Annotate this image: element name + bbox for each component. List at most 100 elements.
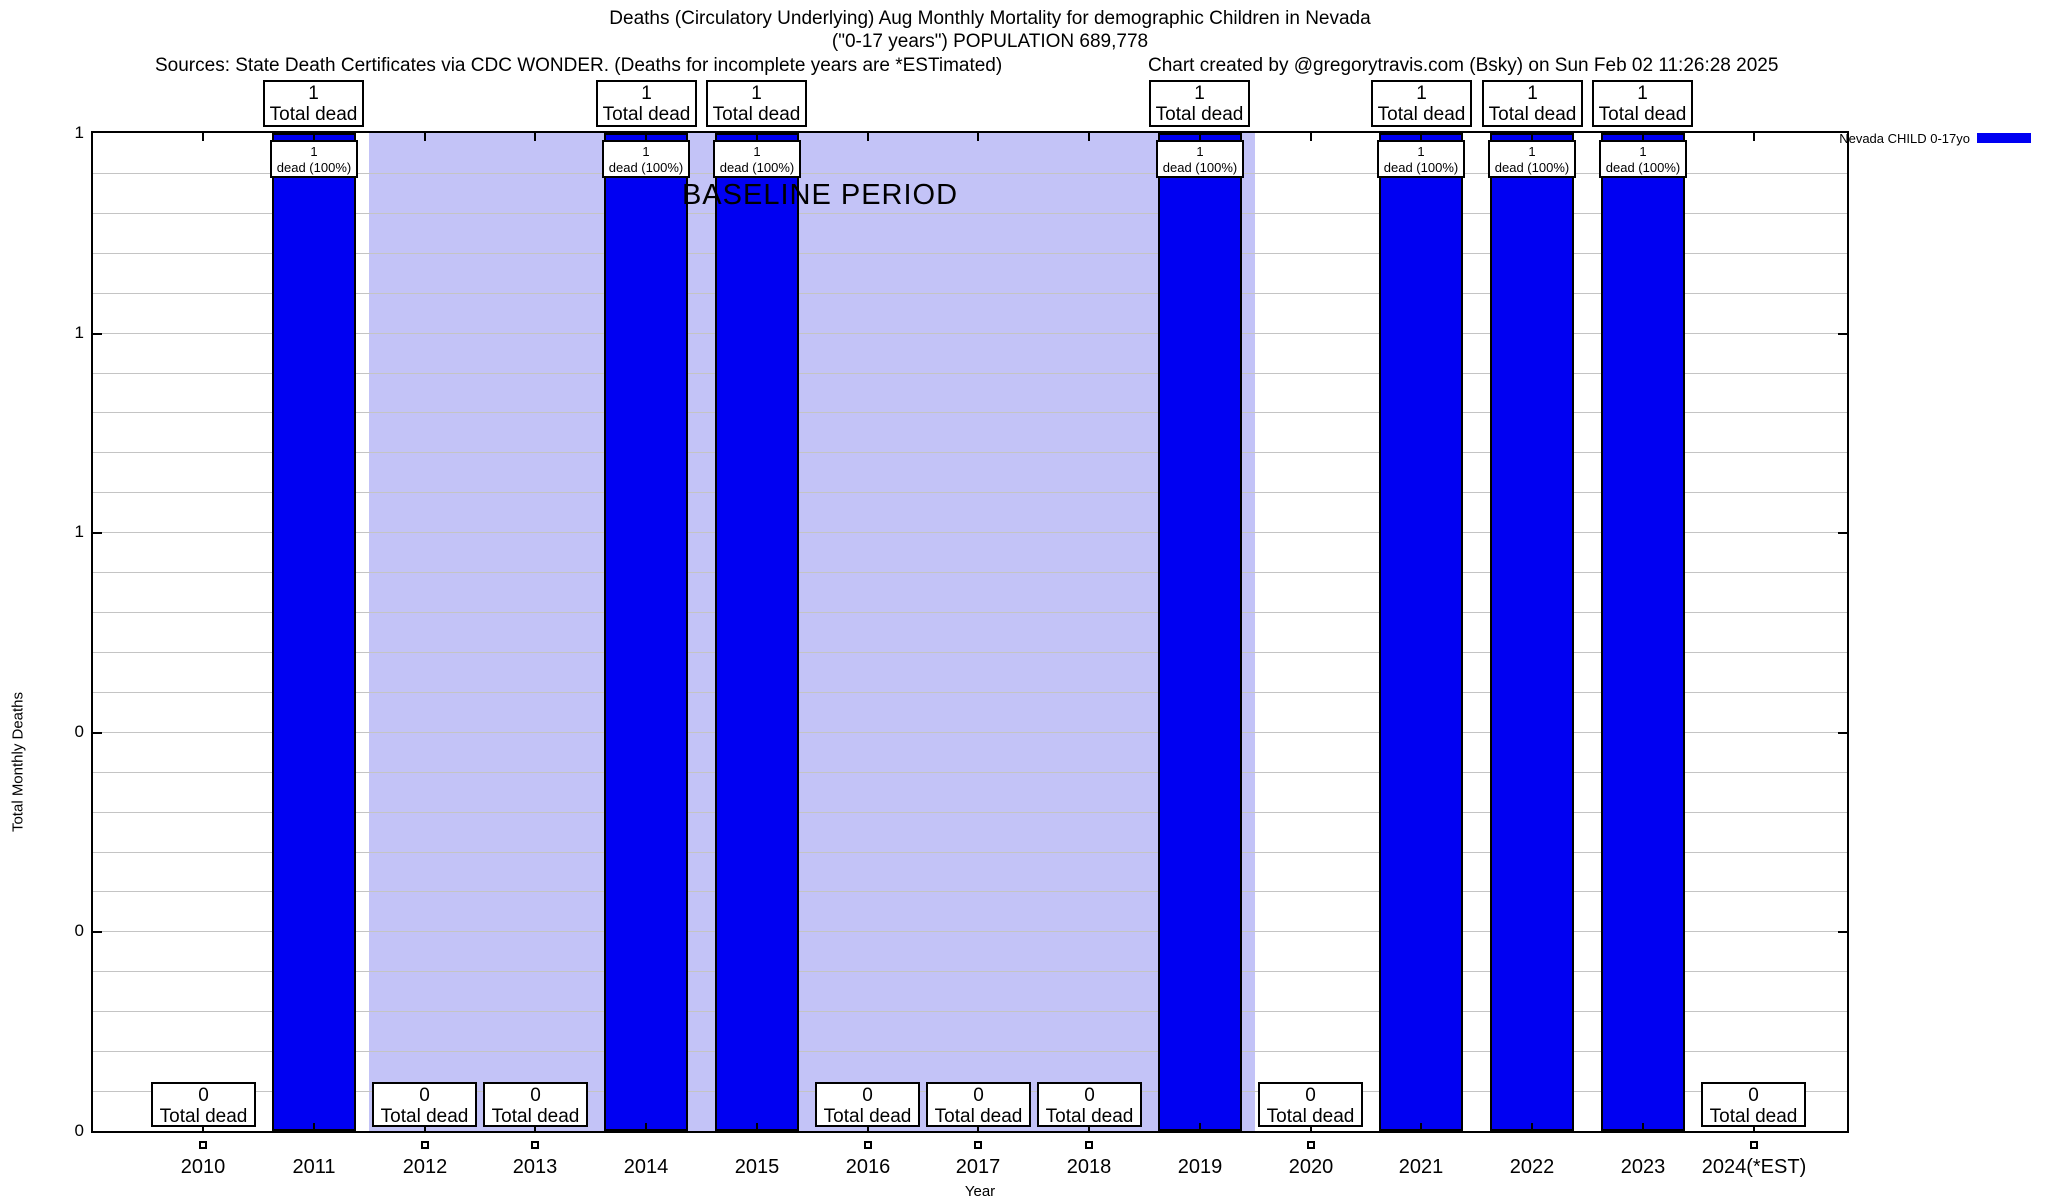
total-dead-callout-2022-count: 1 bbox=[1527, 83, 1538, 104]
total-dead-callout-2020-count: 0 bbox=[1305, 1085, 1316, 1106]
zero-marker-2010 bbox=[199, 1141, 207, 1149]
x-tick-label-2023: 2023 bbox=[1620, 1156, 1666, 1178]
total-dead-callout-2018-count: 0 bbox=[1084, 1085, 1095, 1106]
y-tick-label: 0 bbox=[74, 1121, 84, 1140]
bar-value-label-2021-text: dead (100%) bbox=[1383, 160, 1459, 175]
y-tick-label: 1 bbox=[74, 323, 84, 342]
x-tick bbox=[645, 1123, 647, 1131]
x-tick-label-2019: 2019 bbox=[1177, 1156, 1223, 1178]
bar-value-label-2022: 1 dead (100%) bbox=[1488, 140, 1576, 178]
x-tick bbox=[534, 133, 536, 141]
x-tick bbox=[1642, 133, 1644, 141]
gridline bbox=[93, 772, 1847, 773]
gridline bbox=[93, 373, 1847, 374]
x-tick bbox=[867, 133, 869, 141]
bar-2022 bbox=[1490, 133, 1574, 1131]
leader-2013 bbox=[534, 1127, 536, 1132]
total-dead-callout-2016: 0 Total dead bbox=[815, 1082, 920, 1127]
total-dead-callout-2019-text: Total dead bbox=[1155, 104, 1244, 125]
total-dead-callout-2018-text: Total dead bbox=[1045, 1106, 1134, 1127]
total-dead-callout-2012-count: 0 bbox=[419, 1085, 430, 1106]
x-tick-label-2022: 2022 bbox=[1509, 1156, 1555, 1178]
total-dead-callout-2010-text: Total dead bbox=[159, 1106, 248, 1127]
total-dead-callout-2020: 0 Total dead bbox=[1258, 1082, 1363, 1127]
x-tick-label-2016: 2016 bbox=[845, 1156, 891, 1178]
leader-2024(*EST) bbox=[1753, 1127, 1755, 1132]
total-dead-callout-2012-text: Total dead bbox=[380, 1106, 469, 1127]
total-dead-callout-2021: 1 Total dead bbox=[1371, 80, 1472, 127]
x-tick bbox=[1531, 133, 1533, 141]
total-dead-callout-2024(*EST)-count: 0 bbox=[1748, 1085, 1759, 1106]
total-dead-callout-2015: 1 Total dead bbox=[706, 80, 807, 127]
bar-value-label-2019: 1 dead (100%) bbox=[1156, 140, 1244, 178]
total-dead-callout-2023: 1 Total dead bbox=[1592, 80, 1693, 127]
x-tick-label-2013: 2013 bbox=[512, 1156, 558, 1178]
x-tick bbox=[1199, 133, 1201, 141]
total-dead-callout-2021-count: 1 bbox=[1416, 83, 1427, 104]
total-dead-callout-2013: 0 Total dead bbox=[483, 1082, 588, 1127]
bar-value-label-2011: 1 dead (100%) bbox=[270, 140, 358, 178]
x-tick-label-2012: 2012 bbox=[402, 1156, 448, 1178]
total-dead-callout-2021-text: Total dead bbox=[1377, 104, 1466, 125]
x-tick-label-2015: 2015 bbox=[734, 1156, 780, 1178]
x-tick bbox=[977, 133, 979, 141]
y-tick bbox=[1838, 931, 1847, 933]
bar-value-label-2014: 1 dead (100%) bbox=[602, 140, 690, 178]
gridline bbox=[93, 532, 1847, 533]
y-tick-label: 0 bbox=[74, 722, 84, 741]
x-tick bbox=[1420, 133, 1422, 141]
x-tick bbox=[756, 1123, 758, 1131]
gridline bbox=[93, 971, 1847, 972]
total-dead-callout-2023-count: 1 bbox=[1637, 83, 1648, 104]
leader-2010 bbox=[202, 1127, 204, 1132]
y-axis-title: Total Monthly Deaths bbox=[9, 691, 27, 833]
total-dead-callout-2017-count: 0 bbox=[973, 1085, 984, 1106]
bar-value-label-2015-count: 1 bbox=[753, 144, 761, 159]
total-dead-callout-2022: 1 Total dead bbox=[1482, 80, 1583, 127]
y-tick bbox=[93, 732, 102, 734]
x-tick bbox=[756, 133, 758, 141]
zero-marker-2020 bbox=[1307, 1141, 1315, 1149]
gridline bbox=[93, 492, 1847, 493]
gridline bbox=[93, 293, 1847, 294]
legend-label: Nevada CHILD 0-17yo bbox=[1839, 131, 1970, 146]
leader-2020 bbox=[1310, 1127, 1312, 1132]
x-tick bbox=[1753, 133, 1755, 141]
total-dead-callout-2017: 0 Total dead bbox=[926, 1082, 1031, 1127]
chart-title-line2: ("0-17 years") POPULATION 689,778 bbox=[831, 31, 1149, 52]
bar-2019 bbox=[1158, 133, 1242, 1131]
gridline bbox=[93, 931, 1847, 932]
leader-2017 bbox=[977, 1127, 979, 1132]
bar-value-label-2021: 1 dead (100%) bbox=[1377, 140, 1465, 178]
total-dead-callout-2010-count: 0 bbox=[198, 1085, 209, 1106]
bar-value-label-2022-text: dead (100%) bbox=[1494, 160, 1570, 175]
x-tick bbox=[645, 133, 647, 141]
bar-value-label-2015-text: dead (100%) bbox=[719, 160, 795, 175]
total-dead-callout-2016-count: 0 bbox=[862, 1085, 873, 1106]
bar-value-label-2019-text: dead (100%) bbox=[1162, 160, 1238, 175]
y-tick bbox=[1838, 732, 1847, 734]
chart-title-line1: Deaths (Circulatory Underlying) Aug Mont… bbox=[609, 8, 1371, 29]
x-tick-label-2017: 2017 bbox=[955, 1156, 1001, 1178]
total-dead-callout-2015-count: 1 bbox=[751, 83, 762, 104]
total-dead-callout-2024(*EST)-text: Total dead bbox=[1709, 1106, 1798, 1127]
y-tick-label: 0 bbox=[74, 921, 84, 940]
gridline bbox=[93, 412, 1847, 413]
gridline bbox=[93, 572, 1847, 573]
total-dead-callout-2020-text: Total dead bbox=[1266, 1106, 1355, 1127]
bar-value-label-2021-count: 1 bbox=[1417, 144, 1425, 159]
baseline-band bbox=[369, 133, 1255, 1131]
bar-value-label-2014-count: 1 bbox=[642, 144, 650, 159]
gridline bbox=[93, 612, 1847, 613]
total-dead-callout-2014-text: Total dead bbox=[602, 104, 691, 125]
bar-value-label-2019-count: 1 bbox=[1196, 144, 1204, 159]
gridline bbox=[93, 213, 1847, 214]
x-tick-label-2010: 2010 bbox=[180, 1156, 226, 1178]
bar-2021 bbox=[1379, 133, 1463, 1131]
gridline bbox=[93, 333, 1847, 334]
bar-2023 bbox=[1601, 133, 1685, 1131]
bar-value-label-2023: 1 dead (100%) bbox=[1599, 140, 1687, 178]
x-tick bbox=[1420, 1123, 1422, 1131]
total-dead-callout-2011-count: 1 bbox=[308, 83, 319, 104]
